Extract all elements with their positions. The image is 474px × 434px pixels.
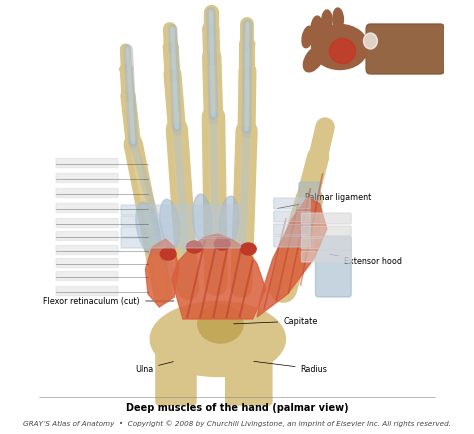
FancyBboxPatch shape [56, 272, 118, 281]
Ellipse shape [214, 238, 230, 250]
FancyBboxPatch shape [121, 217, 240, 227]
Text: Ulna: Ulna [135, 362, 173, 374]
Ellipse shape [240, 67, 255, 76]
FancyBboxPatch shape [121, 227, 240, 237]
Ellipse shape [120, 66, 133, 74]
FancyBboxPatch shape [273, 224, 310, 236]
Ellipse shape [321, 11, 332, 33]
Text: GRAY’S Atlas of Anatomy  •  Copyright © 2008 by Churchill Livingstone, an imprin: GRAY’S Atlas of Anatomy • Copyright © 20… [23, 420, 451, 426]
Text: Flexor retinaculum (cut): Flexor retinaculum (cut) [44, 297, 174, 306]
FancyBboxPatch shape [56, 219, 118, 228]
Ellipse shape [240, 40, 255, 49]
Ellipse shape [219, 197, 239, 247]
FancyBboxPatch shape [301, 214, 351, 224]
Ellipse shape [333, 9, 343, 31]
Ellipse shape [165, 70, 180, 79]
Ellipse shape [303, 47, 324, 73]
FancyBboxPatch shape [56, 287, 118, 296]
FancyBboxPatch shape [299, 183, 320, 237]
FancyBboxPatch shape [366, 25, 445, 75]
FancyBboxPatch shape [301, 227, 351, 237]
Ellipse shape [204, 53, 219, 62]
FancyBboxPatch shape [56, 259, 118, 268]
Ellipse shape [329, 39, 356, 64]
Ellipse shape [311, 17, 322, 39]
FancyBboxPatch shape [273, 198, 310, 210]
FancyBboxPatch shape [56, 189, 118, 198]
Ellipse shape [240, 243, 256, 256]
FancyBboxPatch shape [156, 345, 196, 405]
FancyBboxPatch shape [56, 174, 118, 183]
Ellipse shape [121, 92, 135, 101]
FancyBboxPatch shape [121, 238, 240, 248]
FancyBboxPatch shape [56, 246, 118, 255]
Text: Deep muscles of the hand (palmar view): Deep muscles of the hand (palmar view) [126, 402, 348, 412]
Ellipse shape [302, 27, 313, 49]
FancyBboxPatch shape [56, 232, 118, 241]
Text: Capitate: Capitate [234, 317, 318, 326]
Text: Palmar ligament: Palmar ligament [277, 193, 371, 209]
FancyBboxPatch shape [121, 206, 240, 216]
Ellipse shape [160, 248, 176, 260]
FancyBboxPatch shape [56, 204, 118, 213]
Polygon shape [257, 197, 327, 317]
FancyBboxPatch shape [56, 159, 118, 168]
Text: Extensor hood: Extensor hood [329, 255, 402, 266]
Ellipse shape [164, 43, 178, 53]
FancyBboxPatch shape [301, 251, 351, 263]
Ellipse shape [150, 302, 285, 377]
FancyBboxPatch shape [301, 238, 351, 250]
Polygon shape [146, 240, 179, 307]
Ellipse shape [203, 26, 219, 34]
Ellipse shape [192, 194, 212, 244]
FancyBboxPatch shape [273, 211, 310, 223]
Polygon shape [172, 234, 266, 319]
Ellipse shape [186, 241, 202, 253]
Ellipse shape [160, 200, 180, 249]
Ellipse shape [198, 305, 243, 343]
FancyBboxPatch shape [226, 345, 272, 405]
FancyBboxPatch shape [273, 237, 310, 247]
Circle shape [364, 34, 377, 50]
Ellipse shape [311, 26, 368, 70]
FancyBboxPatch shape [316, 237, 351, 297]
Text: Radius: Radius [254, 362, 328, 374]
Ellipse shape [136, 203, 160, 256]
